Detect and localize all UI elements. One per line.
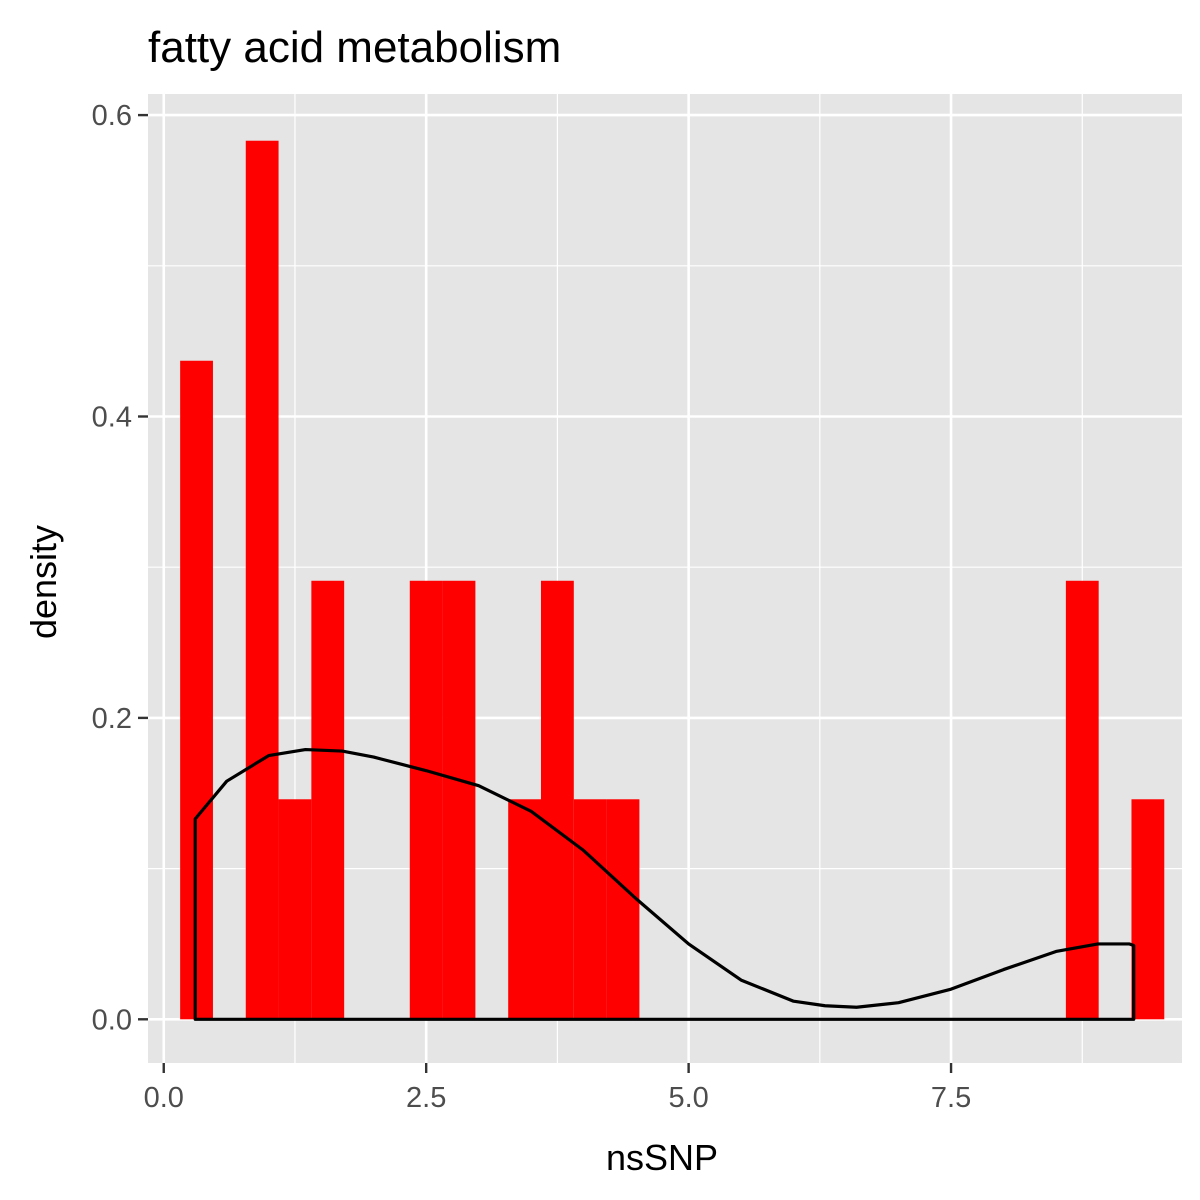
histogram-bar (508, 799, 541, 1020)
x-tick-label: 7.5 (931, 1082, 971, 1114)
chart-title: fatty acid metabolism (148, 23, 561, 72)
y-tick-label: 0.6 (92, 100, 132, 132)
x-axis: 0.0 2.5 5.0 7.5 (144, 1063, 971, 1114)
histogram-bar (573, 799, 607, 1020)
x-axis-title: nsSNP (606, 1137, 718, 1178)
histogram-bar (606, 799, 640, 1020)
y-axis-title: density (23, 525, 64, 639)
histogram-bar (1065, 580, 1099, 1020)
y-tick-label: 0.2 (92, 703, 132, 735)
density-curve-group (193, 747, 1136, 1021)
histogram-bar (311, 580, 345, 1020)
histogram-bar (278, 799, 312, 1020)
histogram-bar (409, 580, 443, 1020)
density-curve (193, 747, 1136, 1021)
x-tick-label: 5.0 (668, 1082, 708, 1114)
y-axis: 0.0 0.2 0.4 0.6 (92, 100, 148, 1036)
x-tick-label: 2.5 (406, 1082, 446, 1114)
y-tick-label: 0.0 (92, 1004, 132, 1036)
x-tick-label: 0.0 (144, 1082, 184, 1114)
histogram-bar (442, 580, 476, 1020)
histogram-bar (540, 580, 574, 1020)
histogram-bar (245, 140, 279, 1020)
y-tick-label: 0.4 (92, 401, 132, 433)
histogram-bar (1131, 799, 1165, 1020)
